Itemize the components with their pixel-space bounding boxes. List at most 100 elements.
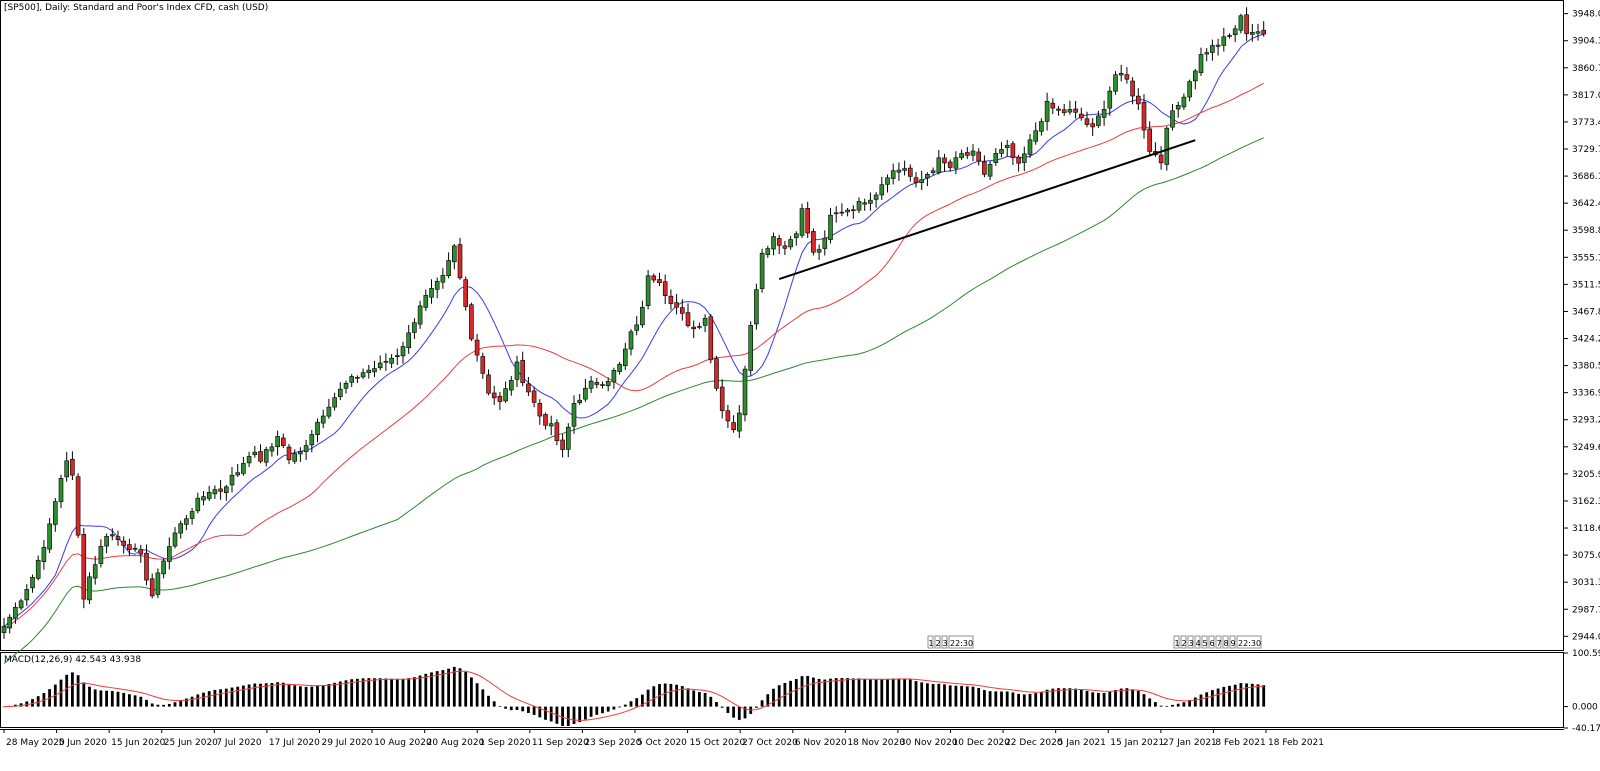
marker-box-label: 7 bbox=[1217, 639, 1222, 648]
support-trendline[interactable] bbox=[778, 139, 1196, 281]
candle-bear bbox=[1010, 143, 1016, 159]
marker-box[interactable] bbox=[1229, 635, 1236, 649]
macd-bar bbox=[487, 695, 490, 707]
candle-bull bbox=[1113, 74, 1118, 92]
time-tick-label: 18 Feb 2021 bbox=[1268, 738, 1324, 748]
marker-box[interactable] bbox=[1187, 635, 1194, 649]
macd-bar bbox=[401, 678, 405, 707]
marker-box-label: 3 bbox=[943, 639, 948, 648]
macd-bar bbox=[196, 694, 200, 707]
candle-bull bbox=[577, 399, 583, 404]
macd-bar bbox=[1028, 693, 1032, 707]
marker-box[interactable] bbox=[1208, 635, 1215, 649]
macd-bar bbox=[350, 679, 354, 707]
candle-bear bbox=[81, 533, 87, 600]
macd-bar bbox=[1045, 689, 1049, 707]
macd-bar bbox=[732, 706, 735, 718]
marker-box[interactable] bbox=[1173, 635, 1180, 649]
macd-bar bbox=[1125, 688, 1129, 707]
marker-box[interactable] bbox=[1201, 635, 1208, 649]
macd-bar bbox=[857, 678, 861, 707]
candle-bull bbox=[697, 326, 702, 328]
macd-bar bbox=[281, 682, 285, 707]
candle-bear bbox=[862, 202, 868, 205]
macd-bar bbox=[327, 684, 331, 707]
candle-bear bbox=[811, 231, 816, 253]
marker-box[interactable] bbox=[927, 635, 934, 649]
time-tick-label: 5 Jun 2020 bbox=[59, 738, 108, 748]
candle-bull bbox=[1181, 96, 1187, 108]
macd-bar bbox=[242, 685, 245, 707]
macd-bar bbox=[549, 706, 553, 722]
candle-bear bbox=[474, 339, 480, 356]
candle-bull bbox=[571, 403, 577, 427]
trendline-layer[interactable] bbox=[778, 139, 1196, 281]
price-tick-label: 3205.95 bbox=[1572, 470, 1600, 480]
marker-box-label: 8 bbox=[1224, 639, 1229, 648]
candle-bull bbox=[873, 194, 879, 200]
macd-bar bbox=[224, 688, 228, 707]
candle-bull bbox=[406, 332, 412, 349]
candle-bull bbox=[645, 275, 651, 307]
macd-bar bbox=[378, 678, 382, 707]
macd-bar bbox=[908, 679, 912, 707]
candle-bull bbox=[936, 157, 942, 173]
marker-box[interactable] bbox=[941, 635, 948, 649]
macd-bar bbox=[1256, 684, 1260, 707]
marker-box[interactable] bbox=[1194, 635, 1201, 649]
macd-bar bbox=[190, 696, 194, 707]
macd-bar bbox=[1022, 694, 1026, 707]
candle-bear bbox=[657, 279, 662, 284]
candle-bear bbox=[280, 437, 286, 446]
candle-bull bbox=[856, 201, 862, 211]
candle-bull bbox=[303, 445, 309, 452]
macd-bar bbox=[71, 672, 74, 707]
macd-bar bbox=[1074, 688, 1077, 707]
macd-bar bbox=[652, 686, 656, 707]
macd-bar bbox=[1193, 697, 1197, 707]
macd-bar bbox=[692, 690, 696, 707]
marker-box[interactable] bbox=[1180, 635, 1187, 649]
candle-bull bbox=[320, 415, 326, 424]
macd-bar bbox=[726, 706, 730, 713]
marker-time-box[interactable] bbox=[1236, 635, 1262, 649]
macd-bar bbox=[259, 683, 262, 707]
candle-bull bbox=[1170, 110, 1175, 128]
marker-time-box[interactable] bbox=[948, 635, 974, 649]
macd-bar bbox=[1057, 688, 1060, 707]
macd-bar bbox=[105, 690, 108, 707]
marker-box[interactable] bbox=[1222, 635, 1229, 649]
macd-bar bbox=[789, 680, 792, 707]
candle-bull bbox=[246, 456, 252, 464]
marker-box[interactable] bbox=[934, 635, 941, 649]
candle-bull bbox=[394, 355, 400, 357]
candle-bull bbox=[98, 546, 104, 564]
marker-box[interactable] bbox=[1215, 635, 1222, 649]
marker-time-label: 22:30 bbox=[950, 639, 973, 648]
time-tick-label: 25 Jun 2020 bbox=[164, 738, 218, 748]
price-tick-label: 3860.70 bbox=[1572, 64, 1600, 74]
candle-bear bbox=[463, 279, 469, 307]
candle-bear bbox=[839, 211, 845, 214]
main-pane-border bbox=[0, 0, 1564, 651]
candle-bull bbox=[896, 169, 902, 173]
time-tick-label: 7 Jul 2020 bbox=[216, 738, 261, 748]
macd-bar bbox=[1199, 694, 1203, 707]
candle-bear bbox=[1050, 102, 1056, 109]
macd-bar bbox=[869, 679, 872, 707]
candle-bull bbox=[13, 606, 18, 619]
chart-title: [SP500], Daily: Standard and Poor's Inde… bbox=[4, 3, 268, 13]
macd-bar bbox=[356, 678, 359, 707]
macd-bar bbox=[760, 700, 764, 707]
candle-bull bbox=[1198, 54, 1204, 73]
macd-bar bbox=[960, 685, 963, 707]
time-tick-label: 23 Sep 2020 bbox=[584, 738, 641, 748]
event-markers[interactable]: 1 2 3 22:30 1 2 3 4 5 6 7 8 9 22:30 bbox=[927, 635, 1262, 649]
candle-bear bbox=[110, 534, 115, 537]
macd-bar bbox=[891, 678, 895, 707]
candle-bull bbox=[799, 208, 805, 236]
candle-bull bbox=[326, 406, 332, 417]
